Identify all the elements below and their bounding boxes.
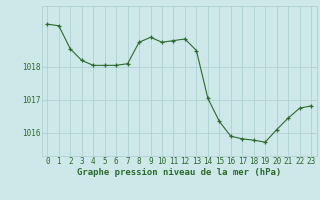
X-axis label: Graphe pression niveau de la mer (hPa): Graphe pression niveau de la mer (hPa)	[77, 168, 281, 177]
